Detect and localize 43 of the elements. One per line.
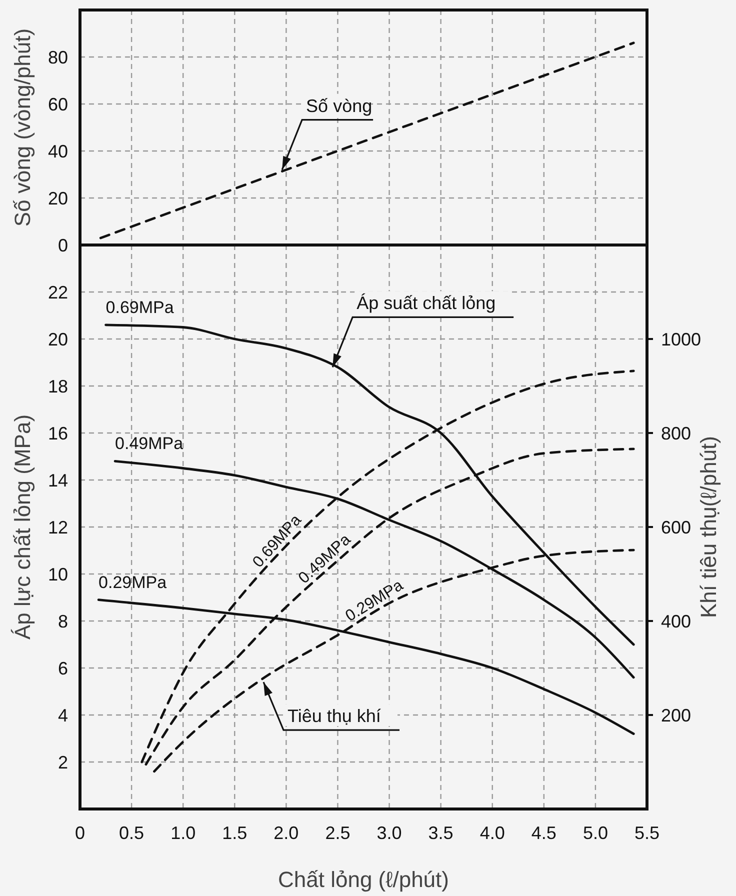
y2-axis-title: Khí tiêu thụ(ℓ/phút): [696, 436, 721, 618]
y-tick-label: 6: [58, 658, 68, 678]
y-tick-label: 20: [48, 188, 68, 208]
x-tick-label: 5.0: [582, 823, 608, 843]
y-axis-title: Số vòng (vòng/phút): [10, 28, 35, 227]
x-tick-label: 3.0: [376, 823, 402, 843]
y-tick-label: 16: [48, 423, 68, 444]
x-tick-label: 5.5: [634, 823, 660, 843]
y-tick-label: 60: [48, 94, 68, 114]
x-axis-title: Chất lỏng (ℓ/phút): [278, 867, 449, 892]
y-tick-label: 8: [58, 611, 68, 632]
y-tick-label: 20: [48, 329, 68, 350]
y2-tick-label: 1000: [661, 329, 702, 350]
y-tick-label: 0: [58, 235, 68, 256]
y-tick-label: 12: [48, 517, 68, 538]
x-tick-label: 3.5: [428, 823, 454, 843]
y-axis-title: Áp lực chất lỏng (MPa): [10, 414, 35, 640]
y-tick-label: 10: [48, 564, 68, 584]
x-tick-label: 1.5: [222, 823, 248, 843]
y-tick-label: 2: [58, 752, 68, 772]
annotation: Tiêu thụ khí: [288, 706, 381, 726]
series-label: 0.49MPa: [115, 434, 184, 454]
y2-tick-label: 200: [661, 705, 692, 726]
y-tick-label: 18: [48, 376, 68, 396]
annotation: Áp suất chất lỏng: [356, 293, 496, 314]
y2-tick-label: 400: [661, 611, 692, 632]
y-tick-label: 22: [48, 282, 68, 302]
x-tick-label: 1.0: [170, 823, 196, 843]
y2-tick-label: 600: [661, 517, 692, 538]
x-tick-label: 4.0: [480, 823, 505, 843]
x-tick-label: 0: [74, 823, 86, 843]
x-tick-label: 2.5: [325, 823, 350, 843]
y-tick-label: 14: [48, 470, 68, 490]
y2-tick-label: 800: [661, 423, 692, 444]
x-tick-label: 2.0: [274, 823, 299, 843]
y-tick-label: 4: [58, 705, 68, 726]
y-tick-label: 80: [48, 47, 68, 68]
x-tick-label: 4.5: [531, 823, 556, 843]
series-label: 0.29MPa: [98, 572, 168, 592]
y-tick-label: 40: [48, 141, 68, 162]
x-tick-label: 0.5: [119, 823, 144, 843]
annotation: Số vòng: [306, 96, 372, 116]
series-label: 0.69MPa: [106, 298, 174, 317]
